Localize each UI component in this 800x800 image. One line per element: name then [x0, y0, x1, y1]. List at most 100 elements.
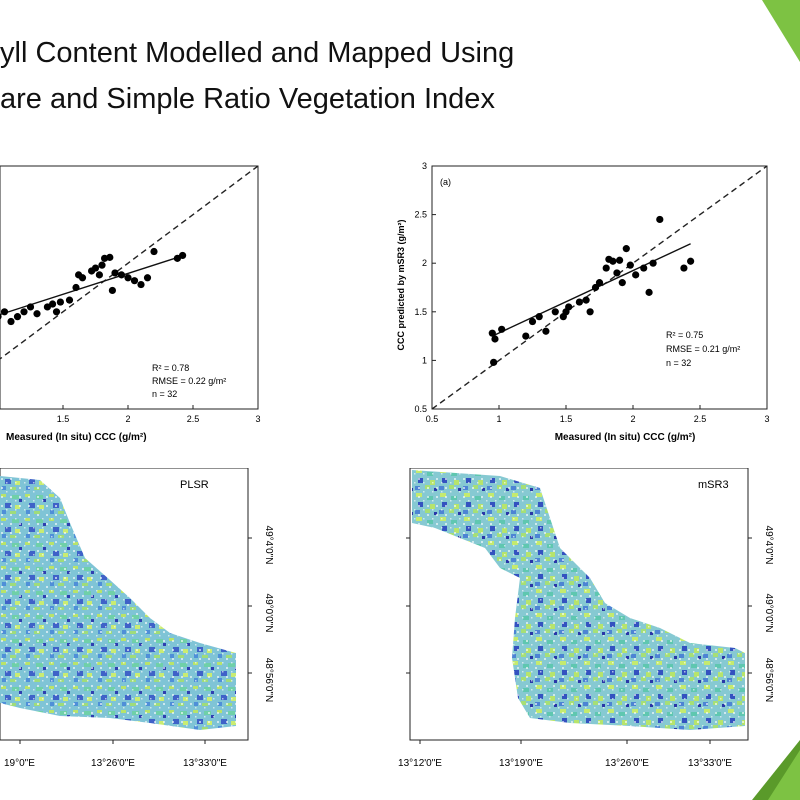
left-scatter-point	[33, 310, 41, 318]
accent-arrow-top-right	[762, 0, 800, 62]
left-x-axis-label: Measured (In situ) CCC (g/m²)	[6, 432, 147, 443]
right-scatter-point	[528, 317, 537, 326]
left-scatter-point	[111, 269, 119, 277]
right-scatter-y-tick-label: 1	[422, 355, 427, 365]
right-x-axis-label: Measured (In situ) CCC (g/m²)	[555, 432, 696, 443]
right-scatter-point	[565, 303, 573, 311]
right-scatter-point	[656, 215, 664, 224]
right-scatter-point	[645, 288, 653, 296]
right-scatter-point	[490, 358, 498, 366]
left-scatter-point	[78, 274, 87, 282]
left-scatter-x-tick-label: 1.5	[57, 414, 70, 424]
title-line-1: yll Content Modelled and Mapped Using	[0, 37, 515, 69]
right-scatter-point	[618, 279, 626, 287]
right-scatter-point	[613, 269, 621, 277]
right-scatter-point	[595, 279, 604, 287]
right-scatter-point	[640, 264, 648, 272]
left-scatter-point	[0, 308, 9, 316]
right-scatter-point	[680, 264, 688, 272]
plsr-lat-tick-2: 49°0'0"N	[263, 594, 274, 633]
right-scatter-chart: 0.5 1 1.5 2 2.5 3 0.5 1 1.5 2 2.5 3 (a) R² = 0.75 R…	[396, 161, 770, 443]
left-scatter-x-tick-label: 2	[125, 414, 130, 424]
msr3-lon-tick-1: 13°12'0"E	[398, 758, 442, 769]
right-scatter-y-tick-label: 0.5	[414, 404, 427, 414]
right-scatter-y-tick-label: 2	[422, 258, 427, 268]
left-scatter-point	[56, 298, 64, 306]
right-scatter-point	[491, 335, 499, 343]
msr3-lat-tick-3: 48°56'0"N	[763, 658, 774, 703]
title-line-2: are and Simple Ratio Vegetation Index	[0, 83, 495, 115]
right-scatter-point	[649, 259, 657, 267]
left-stats: R² = 0.78 RMSE = 0.22 g/m² n = 32	[152, 363, 226, 399]
left-scatter-point	[13, 313, 22, 321]
left-scatter-x-tick-label: 3	[255, 414, 260, 424]
right-scatter-point	[609, 257, 617, 265]
right-scatter-one-to-one-line	[432, 166, 767, 409]
right-stat-r2: R² = 0.75	[666, 330, 703, 340]
msr3-lat-tick-2: 49°0'0"N	[763, 594, 774, 633]
right-scatter-x-tick-label: 1	[496, 414, 501, 424]
right-stat-rmse: RMSE = 0.21 g/m²	[666, 344, 740, 354]
accent-arrow-bottom-right	[752, 740, 800, 800]
left-scatter-point	[91, 264, 100, 272]
left-scatter-point	[65, 296, 74, 304]
plsr-lat-tick-3: 48°56'0"N	[263, 658, 274, 703]
left-scatter-point	[20, 308, 28, 316]
right-scatter-y-tick-label: 3	[422, 161, 427, 171]
right-scatter-point	[535, 313, 543, 321]
right-scatter-x-tick-label: 1.5	[560, 414, 573, 424]
right-scatter-point	[626, 261, 634, 269]
left-scatter-x-tick-label: 2.5	[187, 414, 200, 424]
left-scatter-point	[150, 247, 158, 256]
right-scatter-point	[542, 327, 550, 335]
left-scatter-point	[108, 286, 116, 295]
plsr-lon-tick-1: 19°0"E	[4, 758, 35, 769]
plsr-lon-tick-3: 13°33'0"E	[183, 758, 227, 769]
left-scatter-point	[117, 271, 126, 279]
right-panel-label: (a)	[440, 177, 451, 187]
right-scatter-frame	[431, 165, 768, 410]
right-scatter-point	[687, 257, 695, 265]
msr3-lat-tick-1: 49°4'0"N	[763, 526, 774, 565]
left-scatter-point	[72, 283, 80, 292]
right-scatter-point	[575, 298, 583, 306]
left-scatter-point	[143, 274, 152, 282]
right-scatter-point	[632, 271, 640, 279]
right-stat-n: n = 32	[666, 358, 691, 368]
right-scatter-x-tick-label: 2	[630, 414, 635, 424]
right-scatter-x-tick-label: 0.5	[426, 414, 439, 424]
right-scatter-point	[488, 329, 496, 337]
msr3-lon-tick-3: 13°26'0"E	[605, 758, 649, 769]
left-scatter-frame	[0, 165, 259, 410]
left-stat-rmse: RMSE = 0.22 g/m²	[152, 376, 226, 386]
slide-title: yll Content Modelled and Mapped Using ar…	[0, 30, 514, 122]
left-scatter-point	[124, 274, 132, 282]
right-scatter-point	[622, 245, 630, 253]
left-scatter-one-to-one-line	[0, 166, 258, 360]
right-scatter-point	[522, 332, 530, 340]
right-scatter-fit-line	[492, 243, 691, 337]
right-scatter-y-tick-label: 1.5	[414, 307, 427, 317]
msr3-map: mSR3 49°4'0"N 49°0'0"N 48°56'0"N 13°12'0…	[398, 468, 774, 769]
msr3-map-label: mSR3	[698, 479, 729, 491]
right-scatter-point	[591, 283, 600, 292]
plsr-lon-tick-2: 13°26'0"E	[91, 758, 135, 769]
right-y-axis-label: CCC predicted by mSR3 (g/m²)	[396, 219, 406, 350]
left-scatter-point	[130, 277, 139, 285]
left-scatter-point	[106, 253, 114, 261]
left-scatter-point	[26, 303, 35, 311]
right-scatter-x-tick-label: 2.5	[694, 414, 707, 424]
left-scatter-point	[7, 317, 15, 326]
left-stat-n: n = 32	[152, 389, 177, 399]
msr3-lon-tick-2: 13°19'0"E	[499, 758, 543, 769]
right-scatter-point	[602, 264, 610, 272]
left-scatter-point	[0, 313, 2, 320]
plsr-map: PLSR 49°4'0"N 49°0'0"N 48°56'0"N 19°0"E …	[0, 468, 274, 769]
right-scatter-point	[582, 296, 590, 304]
plsr-lat-tick-1: 49°4'0"N	[263, 526, 274, 565]
right-scatter-point	[498, 325, 506, 333]
left-scatter-point	[98, 261, 106, 269]
left-scatter-point	[179, 251, 187, 260]
left-scatter-point	[95, 271, 103, 279]
left-scatter-point	[137, 280, 145, 289]
